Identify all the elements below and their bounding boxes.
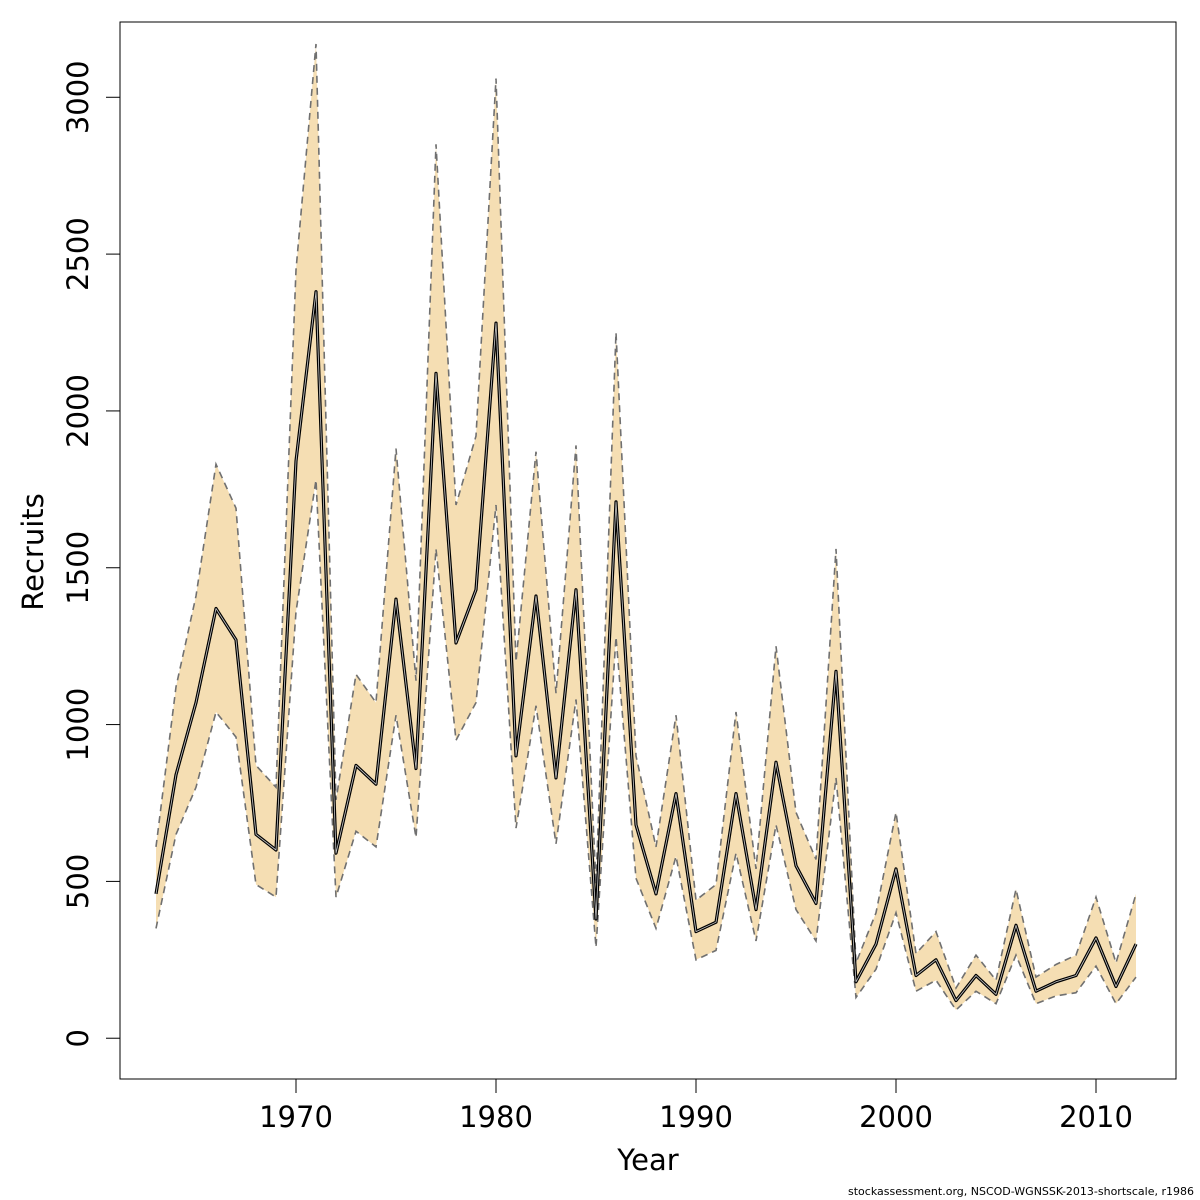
lower-bound-line: [155, 479, 1137, 1012]
x-axis-label: Year: [616, 1143, 678, 1177]
y-tick-label: 1500: [61, 531, 95, 605]
estimate-line-highlight: [155, 291, 1137, 1001]
y-tick-label: 2500: [61, 217, 95, 291]
x-tick-label: 2000: [859, 1100, 933, 1134]
y-tick-label: 0: [61, 1029, 95, 1047]
confidence-band-layer: [156, 44, 1136, 1010]
confidence-band: [156, 44, 1136, 1010]
y-axis-label: Recruits: [16, 493, 50, 610]
x-tick-label: 1970: [259, 1100, 333, 1134]
y-tick-label: 1000: [61, 688, 95, 762]
y-tick-label: 3000: [61, 60, 95, 134]
y-tick-label: 2000: [61, 374, 95, 448]
x-tick-label: 1990: [659, 1100, 733, 1134]
axes-layer: 1970 1980 1990 2000 2010 0 500 1000 1500 2000 2500…: [61, 60, 1133, 1134]
series-lines-layer: [154, 43, 1138, 1012]
y-tick-label: 500: [61, 854, 95, 909]
upper-bound-line: [155, 43, 1137, 990]
footer-note: stockassessment.org, NSCOD-WGNSSK-2013-s…: [848, 1185, 1194, 1198]
x-tick-label: 2010: [1059, 1100, 1133, 1134]
x-tick-label: 1980: [459, 1100, 533, 1134]
